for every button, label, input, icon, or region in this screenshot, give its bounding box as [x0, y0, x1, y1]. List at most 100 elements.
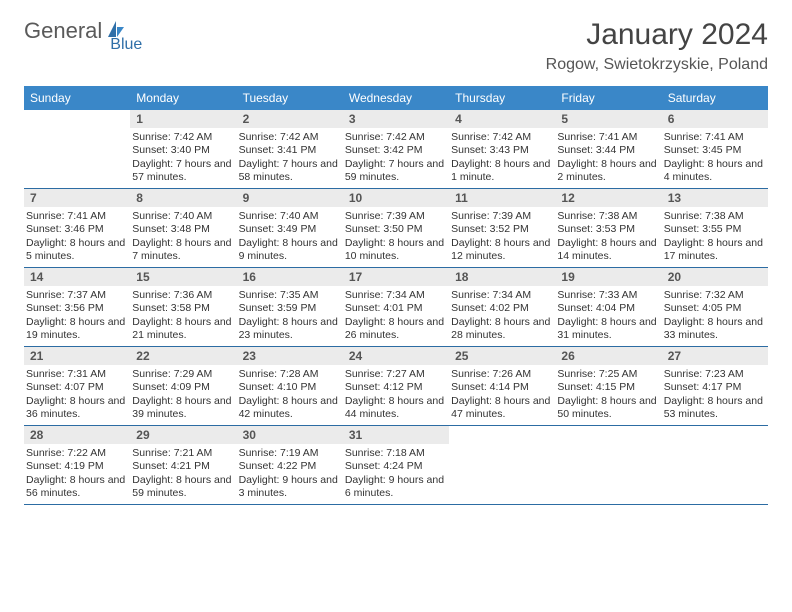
day-number: 11 [449, 189, 555, 207]
daylight-text: Daylight: 8 hours and 44 minutes. [345, 395, 445, 422]
day-number: 28 [24, 426, 130, 444]
weekday-sunday: Sunday [24, 86, 130, 110]
logo-text-blue: Blue [110, 36, 142, 54]
sunset-text: Sunset: 3:55 PM [664, 223, 764, 236]
sunrise-text: Sunrise: 7:41 AM [664, 131, 764, 144]
day-cell [449, 426, 555, 504]
daylight-text: Daylight: 8 hours and 2 minutes. [557, 158, 657, 185]
day-info: Sunrise: 7:41 AMSunset: 3:44 PMDaylight:… [555, 128, 661, 188]
daylight-text: Daylight: 8 hours and 42 minutes. [239, 395, 339, 422]
day-cell: 4Sunrise: 7:42 AMSunset: 3:43 PMDaylight… [449, 110, 555, 188]
day-number: 30 [237, 426, 343, 444]
day-number: 8 [130, 189, 236, 207]
day-number: 5 [555, 110, 661, 128]
daylight-text: Daylight: 8 hours and 53 minutes. [664, 395, 764, 422]
day-number: 15 [130, 268, 236, 286]
day-info: Sunrise: 7:22 AMSunset: 4:19 PMDaylight:… [24, 444, 130, 504]
sunrise-text: Sunrise: 7:38 AM [557, 210, 657, 223]
day-cell: 30Sunrise: 7:19 AMSunset: 4:22 PMDayligh… [237, 426, 343, 504]
day-info: Sunrise: 7:42 AMSunset: 3:43 PMDaylight:… [449, 128, 555, 188]
weekday-wednesday: Wednesday [343, 86, 449, 110]
daylight-text: Daylight: 8 hours and 21 minutes. [132, 316, 232, 343]
sunset-text: Sunset: 3:48 PM [132, 223, 232, 236]
sunset-text: Sunset: 3:42 PM [345, 144, 445, 157]
daylight-text: Daylight: 8 hours and 50 minutes. [557, 395, 657, 422]
sunrise-text: Sunrise: 7:40 AM [239, 210, 339, 223]
daylight-text: Daylight: 8 hours and 5 minutes. [26, 237, 126, 264]
sunset-text: Sunset: 4:07 PM [26, 381, 126, 394]
sunset-text: Sunset: 3:49 PM [239, 223, 339, 236]
day-cell: 9Sunrise: 7:40 AMSunset: 3:49 PMDaylight… [237, 189, 343, 267]
sunset-text: Sunset: 4:01 PM [345, 302, 445, 315]
sunrise-text: Sunrise: 7:29 AM [132, 368, 232, 381]
day-cell: 22Sunrise: 7:29 AMSunset: 4:09 PMDayligh… [130, 347, 236, 425]
day-cell: 17Sunrise: 7:34 AMSunset: 4:01 PMDayligh… [343, 268, 449, 346]
day-info: Sunrise: 7:35 AMSunset: 3:59 PMDaylight:… [237, 286, 343, 346]
day-cell: 12Sunrise: 7:38 AMSunset: 3:53 PMDayligh… [555, 189, 661, 267]
sunset-text: Sunset: 3:50 PM [345, 223, 445, 236]
day-cell: 5Sunrise: 7:41 AMSunset: 3:44 PMDaylight… [555, 110, 661, 188]
sunrise-text: Sunrise: 7:27 AM [345, 368, 445, 381]
day-info: Sunrise: 7:26 AMSunset: 4:14 PMDaylight:… [449, 365, 555, 425]
day-number: 9 [237, 189, 343, 207]
sunrise-text: Sunrise: 7:26 AM [451, 368, 551, 381]
day-info: Sunrise: 7:18 AMSunset: 4:24 PMDaylight:… [343, 444, 449, 504]
day-info: Sunrise: 7:31 AMSunset: 4:07 PMDaylight:… [24, 365, 130, 425]
daylight-text: Daylight: 8 hours and 47 minutes. [451, 395, 551, 422]
day-cell: 23Sunrise: 7:28 AMSunset: 4:10 PMDayligh… [237, 347, 343, 425]
day-number: 1 [130, 110, 236, 128]
day-cell: 7Sunrise: 7:41 AMSunset: 3:46 PMDaylight… [24, 189, 130, 267]
day-info: Sunrise: 7:37 AMSunset: 3:56 PMDaylight:… [24, 286, 130, 346]
sunset-text: Sunset: 4:15 PM [557, 381, 657, 394]
sunrise-text: Sunrise: 7:31 AM [26, 368, 126, 381]
sunset-text: Sunset: 4:12 PM [345, 381, 445, 394]
day-info: Sunrise: 7:25 AMSunset: 4:15 PMDaylight:… [555, 365, 661, 425]
day-info: Sunrise: 7:34 AMSunset: 4:01 PMDaylight:… [343, 286, 449, 346]
sunrise-text: Sunrise: 7:34 AM [451, 289, 551, 302]
sunrise-text: Sunrise: 7:42 AM [345, 131, 445, 144]
day-info: Sunrise: 7:42 AMSunset: 3:42 PMDaylight:… [343, 128, 449, 188]
sunrise-text: Sunrise: 7:22 AM [26, 447, 126, 460]
day-info: Sunrise: 7:39 AMSunset: 3:52 PMDaylight:… [449, 207, 555, 267]
day-cell [24, 110, 130, 188]
day-cell: 29Sunrise: 7:21 AMSunset: 4:21 PMDayligh… [130, 426, 236, 504]
daylight-text: Daylight: 8 hours and 1 minute. [451, 158, 551, 185]
day-info: Sunrise: 7:38 AMSunset: 3:53 PMDaylight:… [555, 207, 661, 267]
logo: General Blue [24, 18, 160, 44]
day-number: 14 [24, 268, 130, 286]
day-number: 25 [449, 347, 555, 365]
daylight-text: Daylight: 7 hours and 58 minutes. [239, 158, 339, 185]
day-number: 6 [662, 110, 768, 128]
day-cell: 15Sunrise: 7:36 AMSunset: 3:58 PMDayligh… [130, 268, 236, 346]
daylight-text: Daylight: 8 hours and 31 minutes. [557, 316, 657, 343]
day-info: Sunrise: 7:34 AMSunset: 4:02 PMDaylight:… [449, 286, 555, 346]
weekday-friday: Friday [555, 86, 661, 110]
day-cell [555, 426, 661, 504]
day-info: Sunrise: 7:42 AMSunset: 3:41 PMDaylight:… [237, 128, 343, 188]
week-row: 21Sunrise: 7:31 AMSunset: 4:07 PMDayligh… [24, 347, 768, 426]
sunrise-text: Sunrise: 7:42 AM [239, 131, 339, 144]
day-cell: 11Sunrise: 7:39 AMSunset: 3:52 PMDayligh… [449, 189, 555, 267]
day-cell: 24Sunrise: 7:27 AMSunset: 4:12 PMDayligh… [343, 347, 449, 425]
day-cell: 28Sunrise: 7:22 AMSunset: 4:19 PMDayligh… [24, 426, 130, 504]
day-cell: 6Sunrise: 7:41 AMSunset: 3:45 PMDaylight… [662, 110, 768, 188]
day-cell: 14Sunrise: 7:37 AMSunset: 3:56 PMDayligh… [24, 268, 130, 346]
day-cell: 3Sunrise: 7:42 AMSunset: 3:42 PMDaylight… [343, 110, 449, 188]
day-number: 19 [555, 268, 661, 286]
sunset-text: Sunset: 4:21 PM [132, 460, 232, 473]
daylight-text: Daylight: 8 hours and 14 minutes. [557, 237, 657, 264]
sunset-text: Sunset: 4:09 PM [132, 381, 232, 394]
day-cell: 21Sunrise: 7:31 AMSunset: 4:07 PMDayligh… [24, 347, 130, 425]
day-cell: 13Sunrise: 7:38 AMSunset: 3:55 PMDayligh… [662, 189, 768, 267]
day-cell: 25Sunrise: 7:26 AMSunset: 4:14 PMDayligh… [449, 347, 555, 425]
daylight-text: Daylight: 7 hours and 57 minutes. [132, 158, 232, 185]
weekday-thursday: Thursday [449, 86, 555, 110]
sunrise-text: Sunrise: 7:41 AM [26, 210, 126, 223]
daylight-text: Daylight: 8 hours and 59 minutes. [132, 474, 232, 501]
sunset-text: Sunset: 3:58 PM [132, 302, 232, 315]
sunrise-text: Sunrise: 7:21 AM [132, 447, 232, 460]
day-cell: 18Sunrise: 7:34 AMSunset: 4:02 PMDayligh… [449, 268, 555, 346]
daylight-text: Daylight: 8 hours and 23 minutes. [239, 316, 339, 343]
sunrise-text: Sunrise: 7:40 AM [132, 210, 232, 223]
sunrise-text: Sunrise: 7:23 AM [664, 368, 764, 381]
